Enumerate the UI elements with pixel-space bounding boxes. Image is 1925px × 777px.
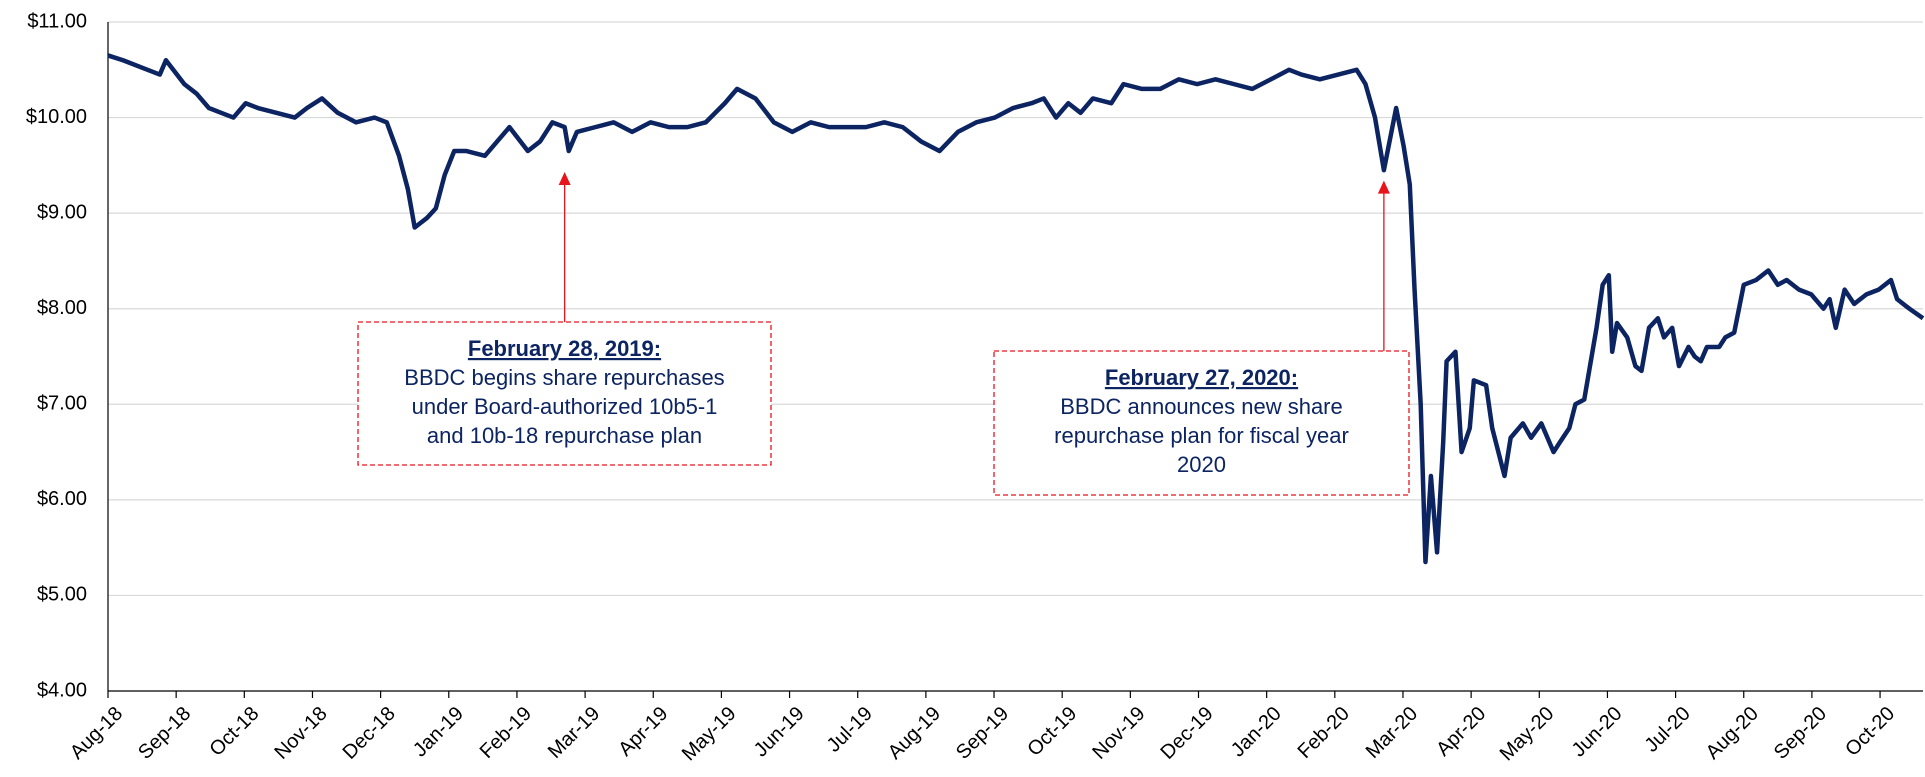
- x-tick-label: Oct-19: [1023, 703, 1081, 761]
- x-tick-label: Nov-18: [270, 703, 331, 764]
- annotation: February 28, 2019: BBDC begins share repu…: [357, 172, 772, 466]
- x-tick-label: Dec-18: [339, 703, 400, 764]
- annotation-text: 2020: [1177, 452, 1226, 477]
- annotation-title: February 28, 2019:: [468, 336, 661, 361]
- y-tick-label: $7.00: [37, 393, 87, 415]
- x-tick-label: Jan-19: [409, 703, 468, 762]
- annotation-text: under Board-authorized 10b5-1: [412, 394, 718, 419]
- annotation-box: [357, 321, 772, 466]
- x-tick-label: May-20: [1496, 703, 1559, 766]
- x-tick-label: Feb-20: [1294, 703, 1354, 763]
- y-tick-label: $6.00: [37, 488, 87, 510]
- annotation-text: and 10b-18 repurchase plan: [427, 423, 702, 448]
- annotation: February 27, 2020: BBDC announces new sha…: [993, 180, 1410, 496]
- x-tick-label: Jun-20: [1568, 703, 1627, 762]
- annotation-text: repurchase plan for fiscal year: [1054, 423, 1349, 448]
- y-tick-label: $9.00: [37, 201, 87, 223]
- x-tick-label: Sep-20: [1770, 703, 1831, 764]
- annotation-title: February 27, 2020:: [1105, 365, 1298, 390]
- price-line: [107, 53, 1925, 565]
- annotation-arrowhead: [558, 172, 571, 186]
- x-tick-label: May-19: [678, 703, 741, 766]
- annotation-text: BBDC begins share repurchases: [404, 365, 724, 390]
- x-tick-label: Aug-20: [1702, 703, 1763, 764]
- x-tick-label: Jun-19: [750, 703, 809, 762]
- x-tick-label: Apr-19: [614, 703, 672, 761]
- y-tick-label: $4.00: [37, 679, 87, 701]
- y-tick-label: $10.00: [26, 106, 87, 128]
- annotation-text: BBDC announces new share: [1060, 394, 1343, 419]
- x-tick-label: Jul-20: [1641, 703, 1695, 757]
- x-tick-label: Mar-20: [1362, 703, 1422, 763]
- x-tick-label: Apr-20: [1432, 703, 1490, 761]
- y-tick-label: $5.00: [37, 584, 87, 606]
- y-tick-label: $11.00: [27, 10, 87, 32]
- x-tick-label: Sep-19: [952, 703, 1013, 764]
- x-tick-label: Aug-18: [66, 703, 127, 764]
- x-tick-label: Feb-19: [476, 703, 536, 763]
- y-tick-label: $8.00: [37, 297, 87, 319]
- x-tick-label: Nov-19: [1088, 703, 1149, 764]
- x-tick-label: Aug-19: [884, 703, 945, 764]
- annotation-box: [993, 350, 1410, 496]
- x-tick-label: Jul-19: [823, 703, 877, 757]
- annotation-arrowhead: [1377, 180, 1390, 194]
- x-tick-label: Jan-20: [1227, 703, 1286, 762]
- x-tick-label: Oct-20: [1841, 703, 1899, 761]
- x-tick-label: Mar-19: [544, 703, 604, 763]
- x-tick-label: Sep-18: [134, 703, 195, 764]
- x-tick-label: Oct-18: [205, 703, 263, 761]
- x-tick-label: Dec-19: [1156, 703, 1217, 764]
